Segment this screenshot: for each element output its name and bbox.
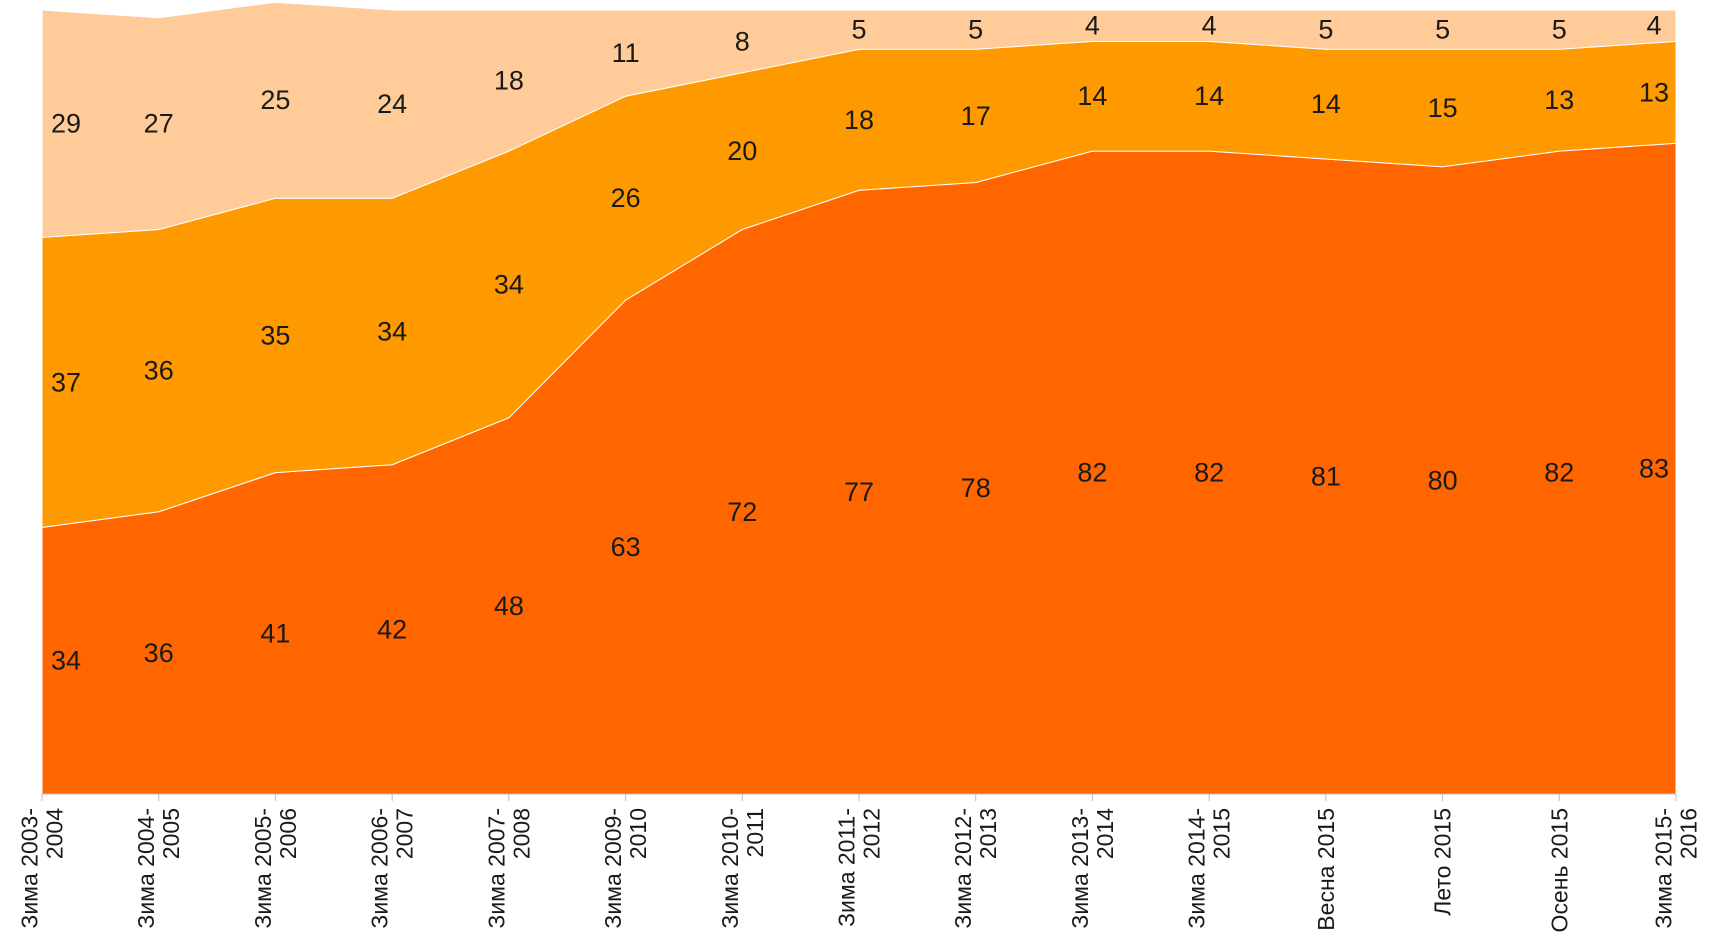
x-tick-label-line: 2008	[508, 808, 534, 859]
data-label: 14	[1311, 89, 1341, 119]
x-tick-label: Зима 2007-2008	[483, 808, 534, 929]
x-tick-label-line: 2016	[1676, 808, 1702, 859]
data-label: 15	[1428, 93, 1458, 123]
x-tick-label: Зима 2004-2005	[133, 808, 184, 929]
x-tick-label: Зима 2011-2012	[834, 808, 885, 927]
data-label: 13	[1639, 77, 1669, 107]
x-tick-label: Зима 2010-2011	[717, 808, 768, 929]
data-label: 78	[961, 473, 991, 503]
x-tick-label-line: Зима 2013-	[1067, 808, 1093, 929]
data-label: 36	[144, 356, 174, 386]
data-label: 34	[51, 646, 81, 676]
data-label: 20	[727, 136, 757, 166]
data-label: 83	[1639, 454, 1669, 484]
x-tick-label-line: 2007	[392, 808, 418, 859]
x-tick-label-line: Зима 2005-	[250, 808, 276, 929]
data-label: 27	[144, 109, 174, 139]
data-label: 42	[377, 614, 407, 644]
data-label: 25	[260, 85, 290, 115]
data-label: 34	[494, 269, 524, 299]
x-tick-label-line: Зима 2009-	[600, 808, 626, 929]
x-tick-label-line: Осень 2015	[1546, 808, 1572, 932]
data-label: 5	[1552, 15, 1567, 45]
x-tick-label-line: 2015	[1209, 808, 1235, 859]
data-label: 18	[494, 66, 524, 96]
x-tick-label-line: Зима 2014-	[1184, 808, 1210, 929]
data-label: 36	[144, 638, 174, 668]
x-tick-label-line: 2010	[625, 808, 651, 859]
x-tick-label: Весна 2015	[1313, 808, 1339, 931]
x-tick-label-line: Зима 2007-	[483, 808, 509, 929]
x-tick-label-line: Зима 2004-	[133, 808, 159, 929]
data-label: 4	[1085, 11, 1100, 41]
data-label: 26	[611, 183, 641, 213]
data-label: 11	[612, 38, 640, 68]
x-tick-label: Зима 2015-2016	[1651, 808, 1702, 929]
x-tick-label: Лето 2015	[1430, 808, 1456, 916]
data-label: 13	[1544, 85, 1574, 115]
data-label: 37	[51, 367, 81, 397]
x-tick-label-line: 2013	[975, 808, 1001, 859]
data-label: 77	[844, 477, 874, 507]
x-tick-label-line: Зима 2015-	[1651, 808, 1677, 929]
x-tick-label: Осень 2015	[1546, 808, 1572, 932]
x-tick-label-line: Зима 2003-	[17, 808, 43, 929]
x-tick-label-line: Зима 2010-	[717, 808, 743, 929]
data-label: 80	[1428, 465, 1458, 495]
x-tick-label-line: Зима 2006-	[367, 808, 393, 929]
x-tick-label-line: Зима 2011-	[834, 808, 860, 927]
x-tick-label: Зима 2006-2007	[367, 808, 418, 929]
data-label: 8	[735, 26, 750, 56]
x-tick-label-layer: Зима 2003-2004 Зима 2004-2005 Зима 2005-20…	[17, 808, 1702, 933]
x-tick-label-line: Зима 2012-	[950, 808, 976, 929]
x-tick-label-line: 2005	[158, 808, 184, 859]
x-tick-label-line: 2011	[742, 808, 768, 857]
data-label: 81	[1311, 462, 1341, 492]
data-label: 35	[260, 320, 290, 350]
data-label: 48	[494, 591, 524, 621]
x-tick-label-line: 2012	[859, 808, 885, 859]
data-label: 5	[1435, 15, 1450, 45]
x-tick-label-line: Весна 2015	[1313, 808, 1339, 931]
data-label: 63	[611, 532, 641, 562]
data-label: 14	[1077, 81, 1107, 111]
data-label: 41	[260, 618, 290, 648]
data-label: 34	[377, 316, 407, 346]
x-tick-label: Зима 2012-2013	[950, 808, 1001, 929]
x-tick-label: Зима 2014-2015	[1184, 808, 1235, 929]
data-label: 82	[1544, 458, 1574, 488]
data-label: 14	[1194, 81, 1224, 111]
data-label: 17	[961, 101, 991, 131]
x-tick-label: Зима 2013-2014	[1067, 808, 1118, 929]
data-label: 4	[1202, 11, 1217, 41]
data-label: 82	[1194, 458, 1224, 488]
x-axis	[42, 794, 1676, 801]
data-label: 82	[1077, 458, 1107, 488]
data-label: 4	[1646, 11, 1661, 41]
data-label: 18	[844, 105, 874, 135]
data-label: 5	[968, 15, 983, 45]
x-tick-label: Зима 2005-2006	[250, 808, 301, 929]
x-tick-label-line: 2004	[42, 808, 68, 859]
data-label: 29	[51, 109, 81, 139]
data-label: 72	[727, 497, 757, 527]
x-tick-label: Зима 2009-2010	[600, 808, 651, 929]
x-tick-label: Зима 2003-2004	[17, 808, 68, 929]
x-tick-label-line: Лето 2015	[1430, 808, 1456, 916]
data-label: 24	[377, 89, 407, 119]
data-label: 5	[851, 15, 866, 45]
x-tick-label-line: 2006	[275, 808, 301, 859]
data-label: 5	[1318, 15, 1333, 45]
x-tick-label-line: 2014	[1092, 808, 1118, 859]
